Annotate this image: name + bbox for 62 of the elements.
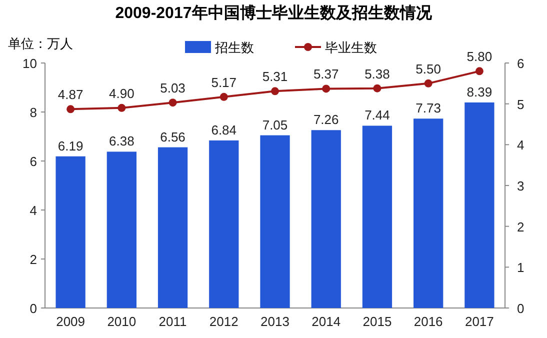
point bbox=[424, 79, 432, 88]
y2-tick-label: 3 bbox=[517, 178, 524, 194]
y2-tick-label: 5 bbox=[517, 96, 524, 112]
data-label: 4.90 bbox=[109, 86, 134, 101]
data-label: 7.26 bbox=[313, 112, 339, 128]
data-label: 5.37 bbox=[313, 66, 339, 82]
bar bbox=[209, 140, 239, 308]
point bbox=[373, 84, 382, 92]
text: 单位：万人 bbox=[8, 36, 73, 51]
data-label: 4.87 bbox=[58, 87, 84, 102]
y-tick-label: 2 bbox=[30, 252, 37, 267]
data-label: 6.38 bbox=[109, 134, 134, 149]
legend-label: 毕业生数 bbox=[325, 40, 377, 55]
data-label: 6.19 bbox=[58, 138, 84, 154]
data-label: 5.38 bbox=[364, 66, 390, 82]
point bbox=[66, 105, 75, 114]
y2-tick-label: 6 bbox=[517, 56, 524, 71]
data-label: 7.05 bbox=[262, 117, 288, 132]
x-tick-label: 2013 bbox=[260, 314, 290, 329]
y2-tick-label: 2 bbox=[517, 219, 524, 234]
data-label: 6.56 bbox=[160, 129, 186, 144]
x-tick-label: 2016 bbox=[414, 314, 443, 329]
x-tick-label: 2012 bbox=[209, 314, 238, 329]
data-label: 5.03 bbox=[160, 80, 186, 96]
x-tick-label: 2009 bbox=[56, 314, 86, 329]
x-tick-label: 2011 bbox=[158, 314, 187, 329]
bar bbox=[158, 147, 188, 308]
y-tick-label: 6 bbox=[30, 154, 37, 169]
bar bbox=[106, 152, 136, 308]
bar bbox=[56, 156, 86, 308]
y-tick-label: 10 bbox=[22, 56, 37, 71]
x-tick-label: 2015 bbox=[362, 314, 392, 329]
data-label: 5.17 bbox=[211, 74, 237, 90]
data-label: 5.50 bbox=[416, 61, 441, 76]
y2-tick-label: 4 bbox=[517, 138, 524, 153]
x-tick-label: 2010 bbox=[107, 314, 136, 329]
data-label: 5.80 bbox=[466, 49, 492, 64]
bar bbox=[464, 102, 494, 308]
y-tick-label: 8 bbox=[30, 105, 37, 120]
point bbox=[475, 67, 484, 76]
data-label: 7.73 bbox=[416, 100, 441, 116]
x-tick-label: 2014 bbox=[312, 314, 341, 329]
y2-tick-label: 0 bbox=[517, 301, 524, 316]
point bbox=[168, 98, 177, 107]
data-label: 5.31 bbox=[262, 69, 288, 84]
bar bbox=[414, 118, 444, 308]
y-tick-label: 4 bbox=[30, 203, 37, 218]
point bbox=[271, 87, 279, 96]
bar bbox=[311, 130, 341, 308]
data-label: 8.39 bbox=[466, 84, 492, 100]
y2-tick-label: 1 bbox=[517, 260, 524, 276]
y-tick-label: 0 bbox=[30, 301, 37, 316]
bar bbox=[362, 126, 392, 308]
point bbox=[322, 84, 330, 93]
legend-label: 招生数 bbox=[214, 40, 254, 55]
x-tick-label: 2017 bbox=[464, 314, 494, 329]
data-label: 7.44 bbox=[364, 108, 390, 123]
data-label: 6.84 bbox=[211, 122, 237, 138]
point bbox=[220, 92, 228, 101]
point bbox=[118, 104, 126, 112]
chart-title: 2009-2017年中国博士毕业生数及招生数情况 bbox=[115, 4, 433, 22]
bar bbox=[260, 135, 290, 308]
